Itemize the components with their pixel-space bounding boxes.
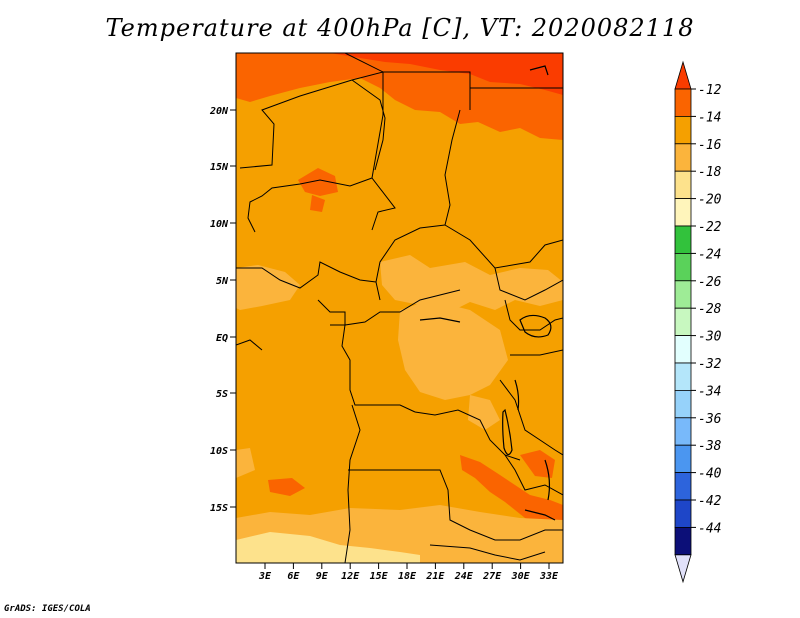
lat-label: 15N (210, 162, 229, 173)
colorbar-label: -20 (698, 193, 722, 208)
colorbar-box (674, 170, 692, 199)
colorbar-box (674, 280, 692, 309)
colorbar: -12 -14 -16 -18 -20 -22 -24 -26 -28 -30 -32 -34 -36 -… (674, 60, 722, 584)
colorbar-label: -18 (698, 165, 722, 180)
chart-title: Temperature at 400hPa [C], VT: 202008211… (105, 14, 695, 42)
colorbar-label: -26 (698, 275, 722, 290)
lon-label: 15E (370, 571, 389, 582)
country-borders (236, 53, 563, 563)
lon-label: 27E (482, 571, 502, 582)
lakes-and-coast (419, 65, 556, 521)
cool-patch-southwest (236, 448, 255, 478)
colorbar-box (674, 88, 692, 117)
colorbar-label: -22 (698, 220, 722, 235)
colorbar-label: -24 (698, 247, 721, 262)
colorbar-box (674, 198, 692, 227)
colorbar-label: -16 (698, 138, 722, 153)
colorbar-box (674, 417, 692, 446)
colorbar-bottom-triangle (674, 554, 692, 584)
colorbar-box (674, 472, 692, 501)
colorbar-label: -34 (698, 384, 721, 399)
cool-patch-2 (468, 395, 500, 430)
warm-patch-southwest (268, 478, 305, 496)
colorbar-label: -12 (698, 83, 722, 98)
lon-label: 18E (398, 571, 417, 582)
colorbar-box (674, 252, 692, 282)
colorbar-box (674, 335, 692, 364)
colorbar-box (674, 389, 692, 419)
colorbar-label: -44 (698, 521, 721, 536)
colorbar-label: -14 (698, 110, 721, 125)
colorbar-label: -32 (698, 357, 722, 372)
lat-label: EQ (216, 333, 228, 344)
warm-patch-2 (310, 195, 325, 212)
lon-label: 30E (511, 571, 531, 582)
colorbar-label: -38 (698, 439, 722, 454)
colorbar-box (674, 225, 692, 254)
grads-credit: GrADS: IGES/COLA (4, 604, 91, 614)
warm-patch-southeast (460, 455, 563, 530)
colorbar-box (674, 307, 692, 337)
lon-label: 6E (287, 571, 300, 582)
warm-patch-northwest (258, 58, 320, 80)
cool-region-congo (398, 300, 508, 400)
colorbar-box (674, 362, 692, 391)
lat-label: 10N (210, 219, 229, 230)
cool-patch-west (236, 265, 300, 310)
lon-label: 21E (425, 571, 445, 582)
cool-band-central (380, 255, 563, 312)
warmest-region-north (330, 53, 563, 95)
lon-label: 33E (539, 571, 559, 582)
warm-patch-1 (298, 168, 338, 196)
lat-label: 20N (209, 106, 229, 117)
lon-label: 24E (454, 571, 474, 582)
lat-label: 15S (210, 503, 228, 514)
map-frame (235, 52, 564, 564)
colorbar-label: -42 (698, 494, 722, 509)
base-temperature-fill (236, 53, 563, 563)
lat-label: 10S (210, 446, 228, 457)
latitude-axis: 20N 15N 10N 5N EQ 5S 10S 15S (209, 106, 236, 514)
colorbar-label: -36 (698, 412, 722, 427)
colorbar-box (674, 499, 692, 528)
lon-label: 12E (341, 571, 360, 582)
colorbar-box (674, 444, 692, 474)
colorbar-label: -30 (698, 330, 722, 345)
lat-label: 5S (216, 389, 228, 400)
colorbar-label: -28 (698, 302, 722, 317)
coolest-band-south (236, 532, 420, 563)
colorbar-box (674, 143, 692, 172)
colorbar-box (674, 527, 692, 556)
longitude-axis: 3E 6E 9E 12E 15E 18E 21E 24E 27E 30E 33E (258, 563, 559, 582)
lat-label: 5N (216, 276, 229, 287)
temperature-field (236, 53, 563, 563)
colorbar-box (674, 116, 692, 145)
lon-label: 3E (258, 571, 272, 582)
colorbar-top-triangle (674, 60, 692, 90)
lon-label: 9E (316, 571, 329, 582)
colorbar-label: -40 (698, 467, 722, 482)
warm-patch-southeast-2 (520, 450, 555, 478)
